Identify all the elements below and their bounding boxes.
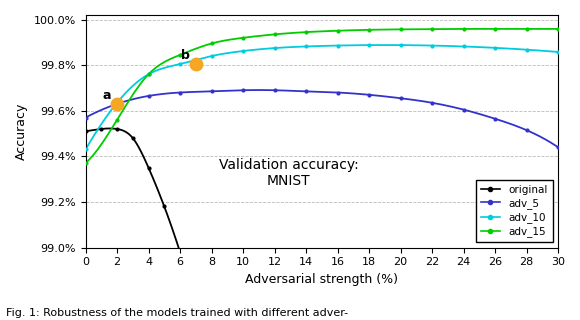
Y-axis label: Accuracy: Accuracy: [15, 103, 28, 160]
Text: Fig. 1: Robustness of the models trained with different adver-: Fig. 1: Robustness of the models trained…: [6, 308, 348, 318]
X-axis label: Adversarial strength (%): Adversarial strength (%): [245, 273, 398, 286]
Legend: original, adv_5, adv_10, adv_15: original, adv_5, adv_10, adv_15: [476, 180, 553, 242]
Text: b: b: [180, 50, 190, 62]
Text: Validation accuracy:
MNIST: Validation accuracy: MNIST: [219, 158, 358, 188]
Text: a: a: [102, 89, 111, 102]
